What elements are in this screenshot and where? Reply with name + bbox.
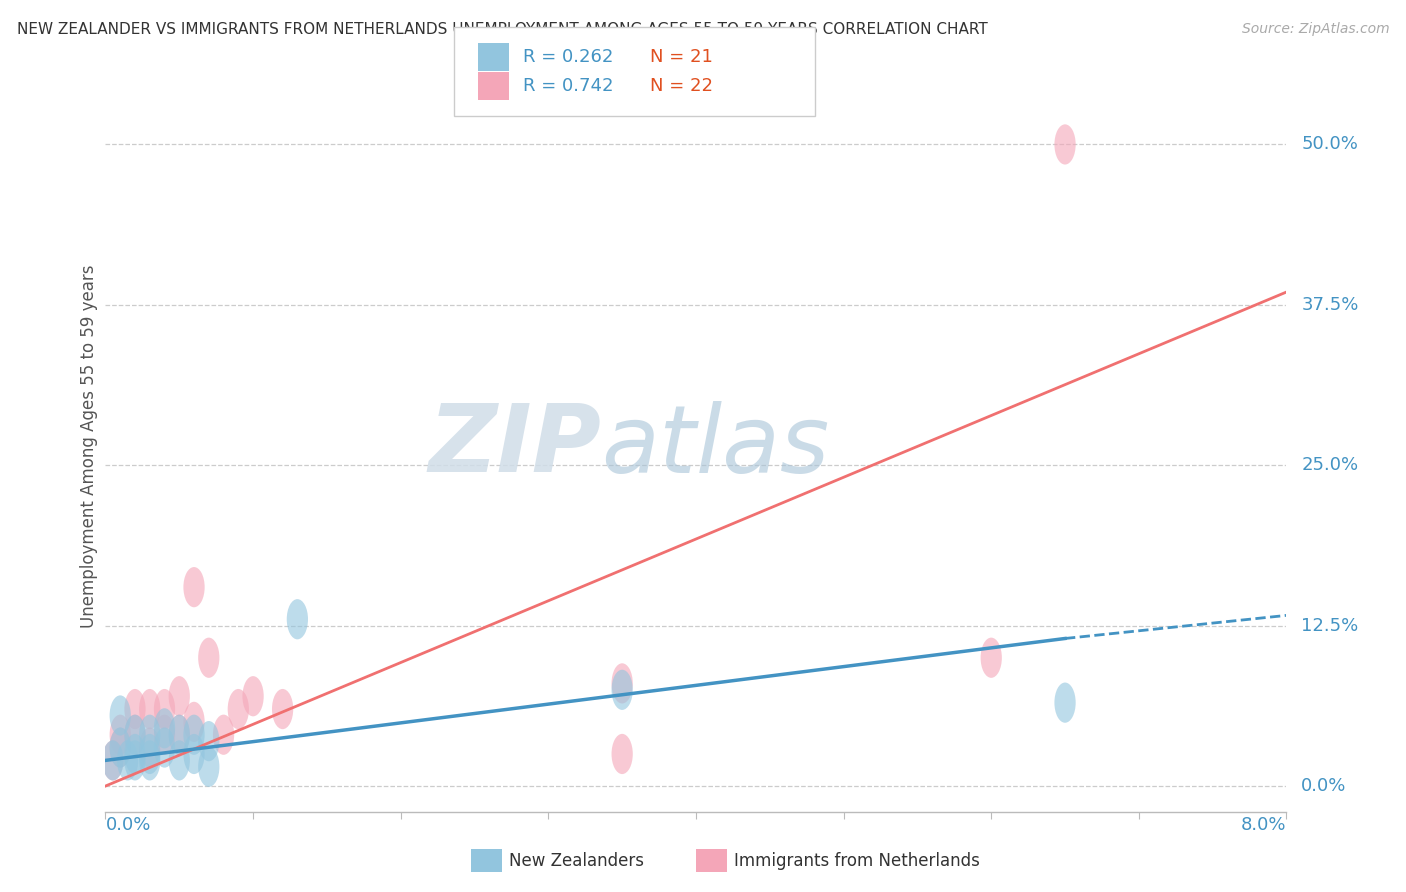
Ellipse shape bbox=[124, 714, 146, 755]
Ellipse shape bbox=[228, 689, 249, 729]
Ellipse shape bbox=[103, 740, 124, 780]
Ellipse shape bbox=[169, 714, 190, 755]
Ellipse shape bbox=[612, 664, 633, 704]
Ellipse shape bbox=[153, 689, 176, 729]
Y-axis label: Unemployment Among Ages 55 to 59 years: Unemployment Among Ages 55 to 59 years bbox=[80, 264, 98, 628]
Ellipse shape bbox=[153, 708, 176, 748]
Text: 50.0%: 50.0% bbox=[1302, 136, 1358, 153]
Ellipse shape bbox=[198, 638, 219, 678]
Text: R = 0.742: R = 0.742 bbox=[523, 77, 613, 95]
Text: 37.5%: 37.5% bbox=[1302, 296, 1358, 314]
Ellipse shape bbox=[183, 702, 205, 742]
Text: New Zealanders: New Zealanders bbox=[509, 852, 644, 870]
Ellipse shape bbox=[139, 728, 160, 768]
Ellipse shape bbox=[198, 747, 219, 787]
Ellipse shape bbox=[1054, 682, 1076, 723]
Ellipse shape bbox=[980, 638, 1002, 678]
Ellipse shape bbox=[169, 714, 190, 755]
Text: Immigrants from Netherlands: Immigrants from Netherlands bbox=[734, 852, 980, 870]
Ellipse shape bbox=[110, 728, 131, 768]
Text: 8.0%: 8.0% bbox=[1241, 815, 1286, 833]
Ellipse shape bbox=[117, 740, 138, 780]
Ellipse shape bbox=[183, 714, 205, 755]
Text: NEW ZEALANDER VS IMMIGRANTS FROM NETHERLANDS UNEMPLOYMENT AMONG AGES 55 TO 59 YE: NEW ZEALANDER VS IMMIGRANTS FROM NETHERL… bbox=[17, 22, 987, 37]
Ellipse shape bbox=[169, 676, 190, 716]
Ellipse shape bbox=[124, 734, 146, 774]
Ellipse shape bbox=[612, 670, 633, 710]
Ellipse shape bbox=[183, 734, 205, 774]
Ellipse shape bbox=[612, 734, 633, 774]
Ellipse shape bbox=[139, 734, 160, 774]
Ellipse shape bbox=[287, 599, 308, 640]
Ellipse shape bbox=[212, 714, 235, 755]
Text: atlas: atlas bbox=[602, 401, 830, 491]
Text: 25.0%: 25.0% bbox=[1302, 456, 1358, 475]
Text: N = 22: N = 22 bbox=[650, 77, 713, 95]
Ellipse shape bbox=[271, 689, 294, 729]
Ellipse shape bbox=[139, 689, 160, 729]
Ellipse shape bbox=[153, 728, 176, 768]
Text: R = 0.262: R = 0.262 bbox=[523, 48, 613, 66]
Ellipse shape bbox=[198, 721, 219, 761]
Ellipse shape bbox=[139, 714, 160, 755]
Ellipse shape bbox=[110, 728, 131, 768]
Ellipse shape bbox=[124, 714, 146, 755]
Ellipse shape bbox=[1054, 124, 1076, 164]
Ellipse shape bbox=[153, 714, 176, 755]
Text: ZIP: ZIP bbox=[429, 400, 602, 492]
Ellipse shape bbox=[139, 740, 160, 780]
Text: N = 21: N = 21 bbox=[650, 48, 713, 66]
Text: 0.0%: 0.0% bbox=[105, 815, 150, 833]
Ellipse shape bbox=[110, 714, 131, 755]
Ellipse shape bbox=[124, 689, 146, 729]
Ellipse shape bbox=[242, 676, 264, 716]
Ellipse shape bbox=[183, 567, 205, 607]
Ellipse shape bbox=[103, 740, 124, 780]
Text: 0.0%: 0.0% bbox=[1302, 777, 1347, 795]
Text: Source: ZipAtlas.com: Source: ZipAtlas.com bbox=[1241, 22, 1389, 37]
Ellipse shape bbox=[110, 696, 131, 736]
Text: 12.5%: 12.5% bbox=[1302, 616, 1358, 634]
Ellipse shape bbox=[124, 740, 146, 780]
Ellipse shape bbox=[169, 740, 190, 780]
